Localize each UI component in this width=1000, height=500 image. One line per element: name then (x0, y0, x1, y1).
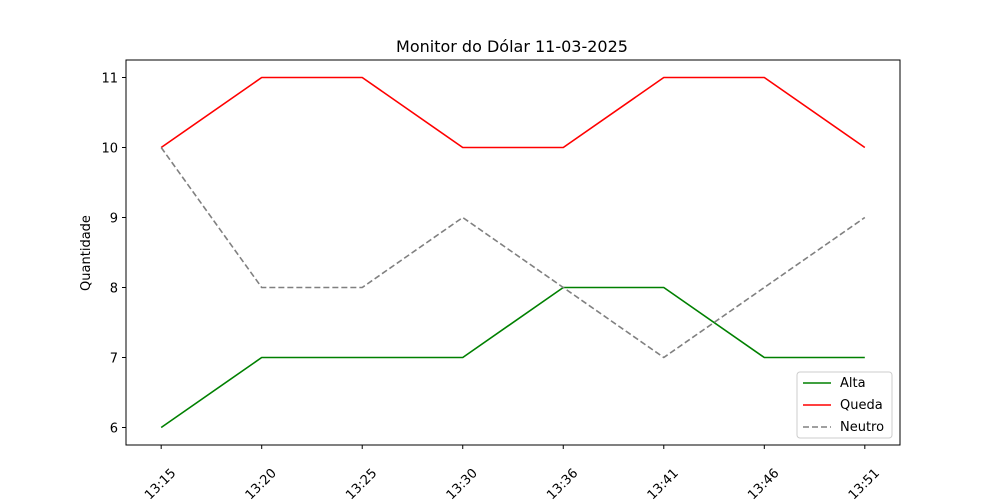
legend-box (796, 371, 893, 439)
x-tick-label: 13:46 (745, 466, 782, 500)
y-axis: 6 7 8 9 10 11 (101, 72, 126, 437)
x-tick-label: 13:36 (544, 466, 581, 500)
x-tick-label: 13:41 (645, 466, 682, 500)
x-tick-label: 13:30 (444, 466, 481, 500)
series-line-alta (160, 286, 865, 429)
plot-frame (125, 59, 901, 446)
x-tick-label: 13:20 (243, 466, 280, 500)
legend: Alta Queda Neutro (796, 371, 893, 439)
y-tick-label: 6 (110, 422, 118, 437)
x-tick-label: 13:51 (846, 466, 883, 500)
y-tick-label: 11 (101, 72, 118, 87)
x-tick-label: 13:15 (142, 466, 179, 500)
y-tick-label: 7 (110, 352, 118, 367)
y-axis-label: Quantidade (79, 215, 94, 291)
x-axis: 13:15 13:20 13:25 13:30 13:36 13:41 13:46 13:51 (142, 445, 883, 500)
legend-label-neutro: Neutro (840, 420, 884, 435)
plot-area (125, 59, 901, 446)
legend-label-queda: Queda (840, 398, 883, 413)
y-tick-label: 10 (101, 142, 118, 157)
series-lines (160, 76, 866, 429)
series-line-queda (160, 76, 866, 149)
y-tick-label: 9 (110, 212, 118, 227)
x-tick-label: 13:25 (343, 466, 380, 500)
series-line-neutro (160, 147, 866, 359)
legend-label-alta: Alta (840, 376, 866, 391)
y-tick-label: 8 (110, 282, 118, 297)
chart-title: Monitor do Dólar 11-03-2025 (396, 37, 628, 56)
